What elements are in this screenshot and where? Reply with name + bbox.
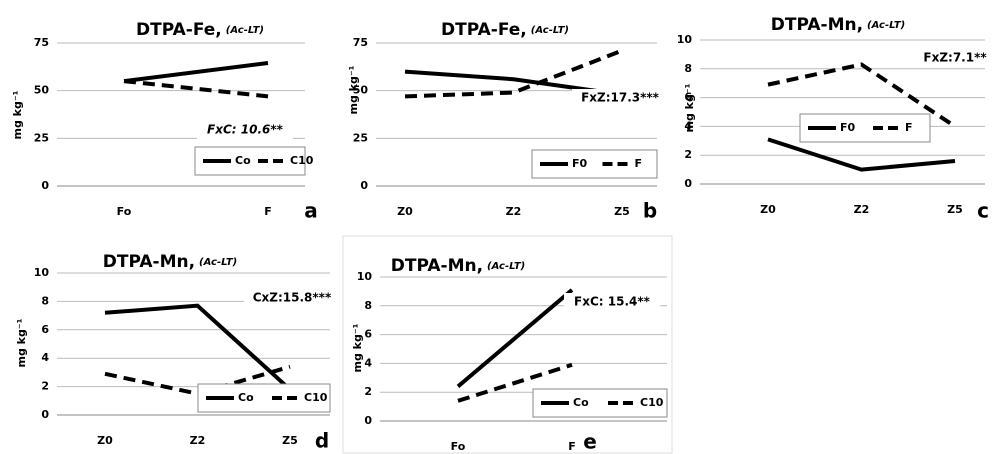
annotation-bg (907, 49, 992, 67)
annotation: FxZ:7.1** (923, 51, 987, 65)
panel-border (342, 235, 673, 454)
y-axis-label: mg kg⁻¹ (11, 90, 24, 139)
y-tick-label: 6 (684, 91, 692, 104)
x-tick-label: F (264, 205, 272, 218)
y-tick-label: 10 (34, 266, 50, 279)
y-axis-label: mg kg⁻¹ (15, 318, 28, 367)
x-tick-label: Z0 (97, 434, 113, 447)
legend-label: F0 (840, 121, 856, 134)
x-tick-label: Z0 (760, 203, 776, 216)
title-text: DTPA-Mn, (391, 256, 483, 276)
series-line (104, 364, 291, 396)
y-tick-label: 10 (357, 270, 373, 283)
legend-label: Co (573, 396, 589, 409)
title-text: DTPA-Mn, (103, 252, 195, 272)
legend-label: Co (238, 391, 254, 404)
panel-label: c (977, 199, 989, 223)
chart-title: DTPA-Mn, (Ac-LT) (771, 15, 906, 35)
series-line (104, 303, 292, 391)
y-tick-label: 4 (364, 356, 372, 369)
y-tick-label: 25 (34, 131, 49, 144)
panel-label: b (643, 199, 657, 223)
x-tick-label: Z2 (854, 203, 870, 216)
series-line (123, 61, 269, 84)
y-axis-label: mg kg⁻¹ (683, 83, 696, 132)
legend-label: F (905, 121, 913, 134)
title-subtitle: (Ac-LT) (867, 20, 905, 31)
panel-label: e (583, 430, 597, 454)
chart-title: DTPA-Fe, (Ac-LT) (441, 20, 569, 40)
legend-label: C10 (640, 396, 664, 409)
legend-label: F0 (572, 157, 588, 170)
annotation: FxC: 15.4** (574, 295, 651, 309)
y-tick-label: 50 (353, 84, 369, 97)
title-text: DTPA-Fe, (441, 20, 527, 40)
panel-label: d (315, 429, 329, 453)
y-tick-label: 2 (364, 385, 372, 398)
annotation-bg (572, 89, 668, 107)
annotation-bg (244, 289, 340, 307)
y-tick-label: 25 (353, 131, 368, 144)
x-tick-label: Z0 (397, 205, 413, 218)
y-tick-label: 50 (34, 84, 50, 97)
chart-title: DTPA-Mn, (Ac-LT) (391, 256, 526, 276)
series-line (456, 288, 574, 388)
x-tick-label: Z5 (614, 205, 630, 218)
y-tick-label: 75 (34, 36, 49, 49)
annotation-bg (197, 121, 293, 139)
title-subtitle: (Ac-LT) (487, 261, 525, 272)
series-line (767, 62, 957, 129)
x-tick-label: Z5 (282, 434, 298, 447)
legend-label: C10 (290, 154, 314, 167)
y-tick-label: 10 (677, 33, 693, 46)
chart-title: DTPA-Mn, (Ac-LT) (103, 252, 238, 272)
y-tick-label: 4 (41, 351, 49, 364)
x-tick-label: Fo (451, 440, 466, 453)
title-text: DTPA-Mn, (771, 15, 863, 35)
y-tick-label: 4 (684, 119, 692, 132)
y-tick-label: 0 (360, 179, 368, 192)
y-tick-label: 0 (41, 408, 49, 421)
series-line (123, 79, 269, 99)
legend-label: F (635, 157, 643, 170)
title-text: DTPA-Fe, (136, 20, 222, 40)
x-tick-label: F (568, 440, 576, 453)
x-tick-label: Z5 (947, 203, 963, 216)
series-line (767, 137, 956, 172)
x-tick-label: Z2 (506, 205, 522, 218)
annotation-bg (564, 293, 660, 311)
y-tick-label: 8 (684, 62, 692, 75)
y-tick-label: 6 (41, 323, 49, 336)
annotation: FxC: 10.6** (207, 123, 284, 137)
y-tick-label: 75 (353, 36, 368, 49)
y-tick-label: 0 (364, 414, 372, 427)
y-tick-label: 6 (364, 328, 372, 341)
y-tick-label: 2 (684, 148, 692, 161)
legend-label: Co (235, 154, 251, 167)
x-tick-label: Fo (117, 205, 132, 218)
annotation: CxZ:15.8*** (253, 291, 332, 305)
y-tick-label: 0 (41, 179, 49, 192)
y-tick-label: 8 (41, 294, 49, 307)
y-axis-label: mg kg⁻¹ (347, 65, 360, 114)
y-tick-label: 0 (684, 177, 692, 190)
title-subtitle: (Ac-LT) (199, 257, 237, 268)
legend-label: C10 (304, 391, 328, 404)
series-line (457, 362, 573, 403)
panel-label: a (304, 199, 318, 223)
y-tick-label: 8 (364, 299, 372, 312)
chart-title: DTPA-Fe, (Ac-LT) (136, 20, 264, 40)
x-tick-label: Z2 (190, 434, 206, 447)
annotation: FxZ:17.3*** (581, 91, 660, 105)
y-axis-label: mg kg⁻¹ (351, 323, 364, 372)
title-subtitle: (Ac-LT) (226, 25, 264, 36)
title-subtitle: (Ac-LT) (531, 25, 569, 36)
y-tick-label: 2 (41, 380, 49, 393)
